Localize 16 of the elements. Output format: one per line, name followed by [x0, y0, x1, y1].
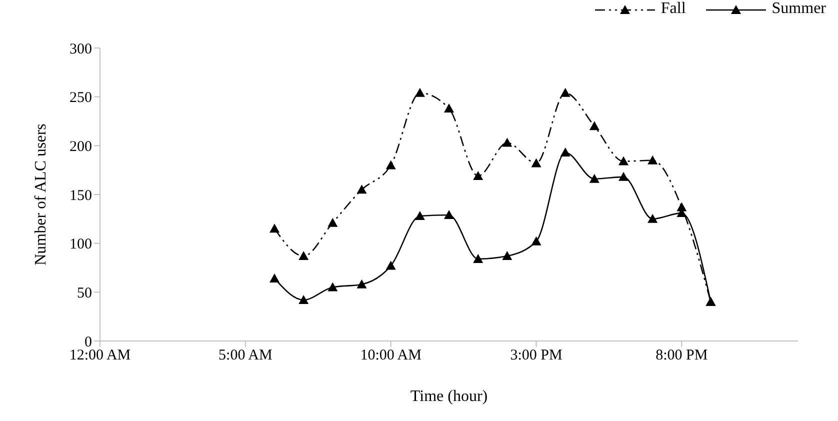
y-tick-label: 300	[70, 41, 92, 58]
x-tick-label: 10:00 AM	[360, 348, 422, 364]
x-tick-label: 5:00 AM	[218, 348, 272, 364]
y-tick-label: 50	[77, 285, 92, 302]
y-tick-label: 250	[70, 90, 92, 106]
y-tick-label: 0	[84, 334, 92, 350]
x-tick-label: 8:00 PM	[656, 348, 708, 364]
y-tick-label: 200	[70, 138, 92, 155]
x-tick-label: 12:00 AM	[69, 348, 131, 364]
x-tick-label: 3:00 PM	[510, 348, 562, 364]
y-tick-label: 150	[70, 188, 92, 204]
y-tick-label: 100	[70, 236, 92, 253]
legend-label: Fall	[660, 0, 686, 18]
legend-label: Summer	[772, 0, 826, 18]
x-axis-title: Time (hour)	[410, 388, 488, 405]
y-axis-title: Number of ALC users	[32, 124, 50, 266]
